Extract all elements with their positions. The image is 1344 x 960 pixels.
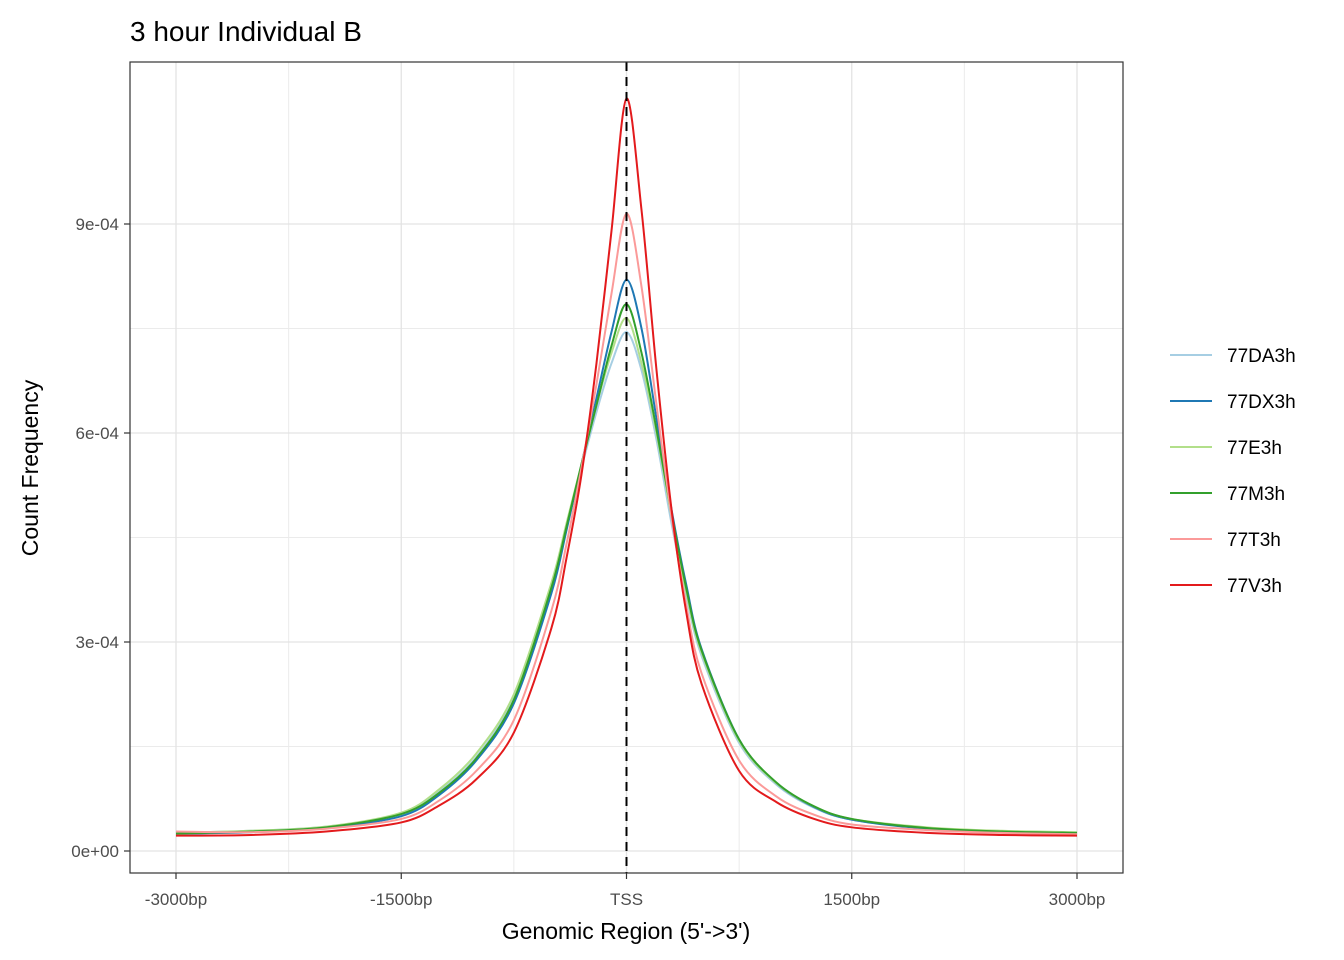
x-axis: -3000bp -1500bp TSS 1500bp 3000bp xyxy=(145,873,1106,909)
x-tick-label: 3000bp xyxy=(1049,890,1106,909)
x-tick-label: TSS xyxy=(610,890,643,909)
y-axis: 0e+00 3e-04 6e-04 9e-04 xyxy=(71,215,130,861)
legend: 77DA3h 77DX3h 77E3h 77M3h 77T3h 77V3h xyxy=(1170,346,1296,597)
y-tick-label: 3e-04 xyxy=(76,633,119,652)
legend-label: 77T3h xyxy=(1227,530,1281,551)
chart-title: 3 hour Individual B xyxy=(130,16,362,47)
legend-item-77DA3h: 77DA3h xyxy=(1170,346,1296,367)
x-axis-title: Genomic Region (5'->3') xyxy=(502,918,750,944)
legend-item-77DX3h: 77DX3h xyxy=(1170,392,1296,413)
legend-label: 77DX3h xyxy=(1227,392,1296,413)
x-tick-label: -3000bp xyxy=(145,890,207,909)
legend-item-77M3h: 77M3h xyxy=(1170,484,1285,505)
x-tick-label: 1500bp xyxy=(823,890,880,909)
legend-item-77E3h: 77E3h xyxy=(1170,438,1282,459)
y-tick-label: 9e-04 xyxy=(76,215,119,234)
y-tick-label: 6e-04 xyxy=(76,424,119,443)
x-tick-label: -1500bp xyxy=(370,890,432,909)
legend-label: 77DA3h xyxy=(1227,346,1296,367)
legend-item-77T3h: 77T3h xyxy=(1170,530,1281,551)
y-axis-title: Count Frequency xyxy=(17,379,43,556)
legend-item-77V3h: 77V3h xyxy=(1170,576,1282,597)
y-tick-label: 0e+00 xyxy=(71,842,119,861)
legend-label: 77E3h xyxy=(1227,438,1282,459)
legend-label: 77M3h xyxy=(1227,484,1285,505)
legend-label: 77V3h xyxy=(1227,576,1282,597)
